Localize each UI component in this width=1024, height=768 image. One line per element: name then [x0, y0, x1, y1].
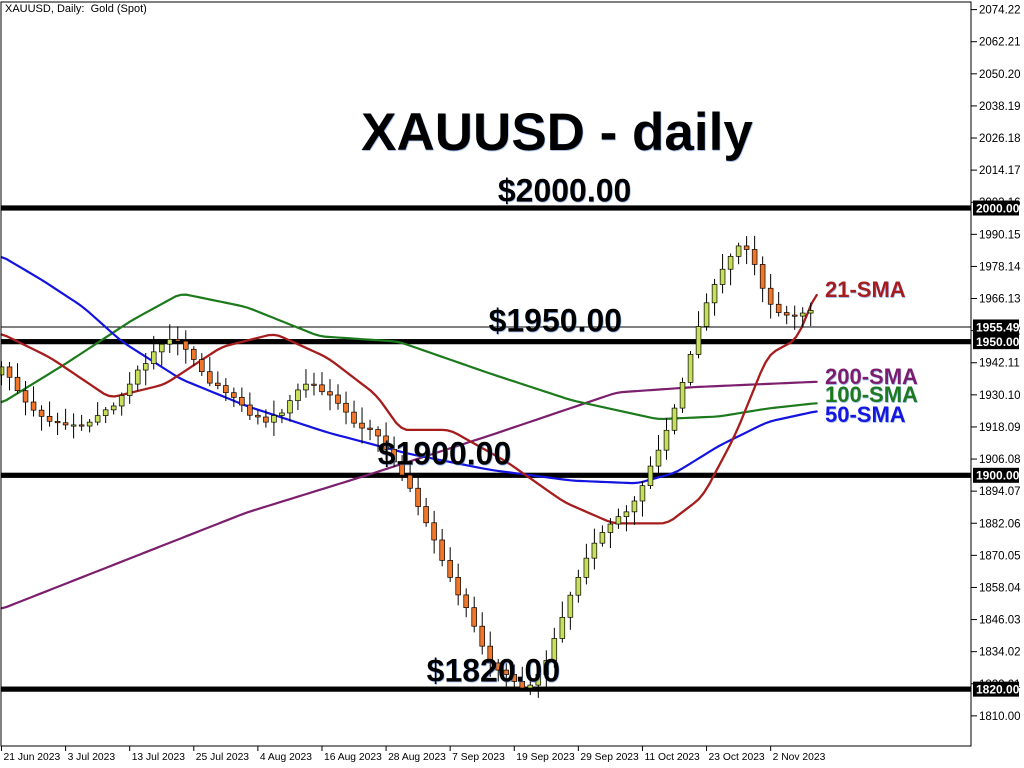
svg-text:XAUUSD - daily: XAUUSD - daily: [361, 103, 753, 162]
svg-text:13 Jul 2023: 13 Jul 2023: [132, 752, 186, 763]
svg-text:4 Aug 2023: 4 Aug 2023: [260, 752, 312, 763]
svg-text:2038.19: 2038.19: [979, 101, 1021, 113]
svg-text:1900.00: 1900.00: [976, 469, 1020, 483]
svg-text:XAUUSD, Daily: Gold (Spot): XAUUSD, Daily: Gold (Spot): [5, 3, 147, 15]
svg-text:3 Jul 2023: 3 Jul 2023: [68, 752, 116, 763]
svg-text:25 Jul 2023: 25 Jul 2023: [196, 752, 250, 763]
svg-text:50-SMA: 50-SMA: [825, 402, 906, 427]
svg-text:21-SMA: 21-SMA: [825, 277, 906, 302]
svg-text:1950.00: 1950.00: [976, 335, 1020, 349]
svg-text:7 Sep 2023: 7 Sep 2023: [452, 752, 505, 763]
svg-text:1978.14: 1978.14: [979, 261, 1021, 273]
svg-text:1955.49: 1955.49: [976, 320, 1020, 334]
svg-text:$1900.00: $1900.00: [378, 435, 511, 471]
svg-text:11 Oct 2023: 11 Oct 2023: [644, 752, 700, 763]
svg-text:1966.13: 1966.13: [979, 294, 1021, 306]
svg-text:28 Aug 2023: 28 Aug 2023: [388, 752, 446, 763]
svg-text:1810.00: 1810.00: [979, 711, 1021, 723]
svg-text:1870.05: 1870.05: [979, 550, 1021, 562]
svg-text:$2000.00: $2000.00: [498, 173, 631, 209]
svg-text:1906.08: 1906.08: [979, 454, 1021, 466]
svg-text:2000.00: 2000.00: [976, 201, 1020, 215]
svg-text:1882.06: 1882.06: [979, 518, 1021, 530]
svg-text:1834.02: 1834.02: [979, 647, 1021, 659]
svg-text:1858.04: 1858.04: [979, 582, 1021, 594]
svg-text:1846.03: 1846.03: [979, 615, 1021, 627]
svg-text:29 Sep 2023: 29 Sep 2023: [580, 752, 639, 763]
svg-text:1942.11: 1942.11: [979, 358, 1020, 370]
svg-text:2 Nov 2023: 2 Nov 2023: [773, 752, 826, 763]
svg-text:21 Jun 2023: 21 Jun 2023: [4, 752, 61, 763]
svg-text:1918.09: 1918.09: [979, 422, 1021, 434]
svg-text:1930.10: 1930.10: [979, 390, 1021, 402]
svg-text:1894.07: 1894.07: [979, 486, 1021, 498]
svg-text:23 Oct 2023: 23 Oct 2023: [709, 752, 765, 763]
svg-text:19 Sep 2023: 19 Sep 2023: [516, 752, 575, 763]
svg-text:2014.17: 2014.17: [979, 165, 1021, 177]
svg-text:2050.20: 2050.20: [979, 69, 1021, 81]
svg-text:16 Aug 2023: 16 Aug 2023: [324, 752, 382, 763]
svg-text:2074.22: 2074.22: [979, 5, 1021, 17]
svg-text:$1820.00: $1820.00: [427, 653, 560, 689]
svg-text:$1950.00: $1950.00: [489, 303, 622, 339]
svg-text:1990.15: 1990.15: [979, 229, 1021, 241]
svg-text:1820.00: 1820.00: [976, 682, 1020, 696]
svg-text:2026.18: 2026.18: [979, 133, 1021, 145]
svg-text:2062.21: 2062.21: [979, 37, 1021, 49]
